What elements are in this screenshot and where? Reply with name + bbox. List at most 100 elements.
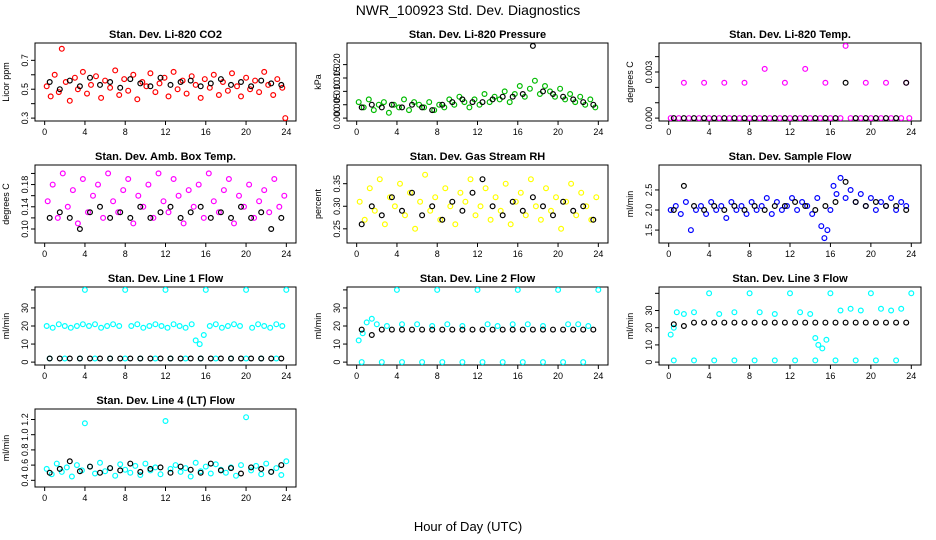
data-point	[862, 203, 869, 210]
data-point	[761, 319, 768, 326]
y-tick-label: 1.0	[20, 428, 30, 441]
x-tick-label: 4	[394, 371, 399, 381]
data-point	[182, 355, 189, 362]
data-point	[690, 357, 697, 364]
data-point	[590, 326, 597, 333]
data-point	[207, 355, 214, 362]
data-point	[256, 89, 263, 96]
data-point	[81, 420, 88, 427]
data-point	[852, 115, 859, 122]
data-point	[117, 209, 124, 216]
data-point	[898, 199, 905, 206]
data-point	[56, 86, 63, 93]
data-point	[356, 198, 363, 205]
data-point	[265, 81, 272, 88]
data-point	[215, 209, 222, 216]
data-point	[116, 323, 123, 330]
x-tick-label: 4	[394, 249, 399, 259]
y-tick-label: 10	[332, 339, 342, 349]
y-tick-label: 0	[644, 360, 654, 365]
data-point	[827, 115, 834, 122]
data-point	[130, 220, 137, 227]
data-point	[827, 290, 834, 297]
data-point	[143, 83, 150, 90]
data-point	[524, 321, 531, 328]
x-tick-label: 16	[825, 127, 835, 137]
data-point	[156, 80, 163, 87]
plot-frame	[658, 286, 922, 366]
data-point	[76, 226, 83, 233]
data-point	[278, 472, 285, 479]
data-point	[783, 203, 790, 210]
data-point	[243, 286, 250, 293]
data-point	[748, 199, 755, 206]
data-point	[258, 355, 265, 362]
data-point	[802, 203, 809, 210]
data-point	[167, 465, 174, 472]
data-point	[821, 235, 828, 242]
data-point	[256, 198, 263, 205]
data-point	[243, 414, 250, 421]
data-point	[568, 180, 575, 187]
data-point	[872, 199, 879, 206]
data-point	[577, 93, 584, 100]
data-point	[761, 207, 768, 214]
data-point	[43, 83, 50, 90]
data-point	[898, 305, 905, 312]
data-point	[98, 324, 105, 331]
y-axis-label: degrees C	[625, 61, 635, 103]
x-tick-label: 4	[394, 127, 399, 137]
data-point	[206, 323, 213, 330]
x-tick-label: 12	[785, 127, 795, 137]
data-point	[731, 115, 738, 122]
data-point	[161, 74, 168, 81]
x-tick-label: 20	[866, 127, 876, 137]
data-point	[792, 199, 799, 206]
data-point	[56, 209, 63, 216]
data-point	[152, 321, 159, 328]
x-tick-label: 12	[785, 249, 795, 259]
data-point	[667, 207, 674, 214]
x-tick-label: 4	[707, 249, 712, 259]
data-point	[388, 194, 395, 201]
data-point	[746, 290, 753, 297]
data-point	[593, 194, 600, 201]
data-point	[429, 203, 436, 210]
x-tick-label: 8	[435, 371, 440, 381]
data-point	[266, 209, 273, 216]
data-point	[580, 99, 587, 106]
data-point	[117, 84, 124, 91]
data-point	[847, 115, 854, 122]
data-point	[162, 418, 169, 425]
data-point	[228, 81, 235, 88]
data-point	[378, 359, 385, 366]
data-point	[79, 321, 86, 328]
data-point	[386, 194, 393, 201]
data-point	[71, 74, 78, 81]
data-point	[549, 326, 556, 333]
y-tick-label: 0.18	[20, 176, 30, 194]
data-point	[459, 323, 466, 330]
data-point	[233, 472, 240, 479]
data-point	[708, 199, 715, 206]
data-point	[499, 359, 506, 366]
data-point	[414, 321, 421, 328]
data-point	[91, 355, 98, 362]
data-point	[381, 221, 388, 228]
data-point	[212, 461, 219, 468]
data-point	[268, 355, 275, 362]
data-point	[567, 90, 574, 97]
data-point	[484, 321, 491, 328]
y-tick-label: 0.020	[332, 53, 342, 76]
data-point	[842, 178, 849, 185]
data-point	[283, 286, 290, 293]
data-point	[741, 319, 748, 326]
data-point	[690, 319, 697, 326]
x-tick-label: 4	[707, 127, 712, 137]
data-point	[87, 81, 94, 88]
data-point	[164, 324, 171, 331]
data-point	[197, 94, 204, 101]
data-point	[557, 85, 564, 92]
data-point	[541, 82, 548, 89]
data-point	[432, 194, 439, 201]
